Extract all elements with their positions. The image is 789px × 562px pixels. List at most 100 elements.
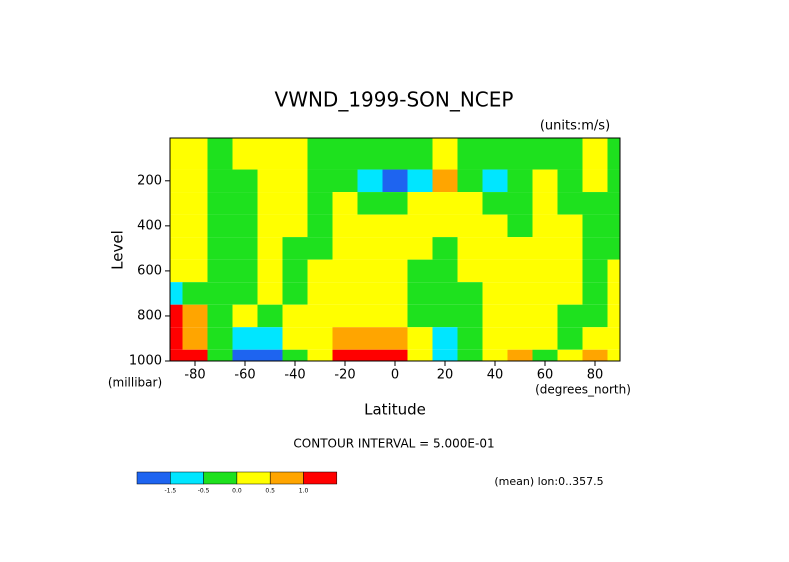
contour-cell [482, 214, 508, 238]
contour-cell [207, 138, 233, 170]
contour-cell [407, 169, 433, 193]
contour-cell [382, 138, 408, 170]
contour-cell [482, 282, 508, 305]
contour-cell [257, 192, 283, 215]
contour-cell [282, 138, 308, 170]
contour-cell [582, 214, 608, 238]
x-axis-label: Latitude [364, 401, 426, 419]
contour-cell [170, 259, 183, 283]
contour-cell [607, 349, 620, 361]
contour-cell [482, 237, 508, 260]
units: (units:m/s) [540, 119, 610, 134]
contour-cell [182, 169, 208, 193]
contour-cell [532, 138, 558, 170]
x-tick-label: -60 [234, 368, 255, 383]
contour-cell [532, 192, 558, 215]
y-tick-label: 800 [137, 308, 162, 323]
colorbar-box [303, 471, 338, 485]
contour-cell [407, 259, 433, 283]
contour-cell [507, 327, 533, 350]
colorbar-box [269, 471, 304, 485]
contour-cell [607, 214, 620, 238]
contour-cell [282, 214, 308, 238]
colorbar-box [170, 471, 204, 485]
contour-cell [232, 192, 258, 215]
contour-cell [307, 349, 333, 361]
contour-interval: CONTOUR INTERVAL = 5.000E-01 [293, 437, 494, 451]
contour-cell [257, 282, 283, 305]
contour-cell [457, 327, 483, 350]
contour-cell [170, 282, 183, 305]
contour-cell [382, 192, 408, 215]
contour-cell [207, 169, 233, 193]
contour-cell [607, 138, 620, 170]
contour-cell [357, 138, 383, 170]
contour-cell [232, 304, 258, 328]
contour-cell [457, 169, 483, 193]
contour-cell [232, 169, 258, 193]
contour-cell [170, 169, 183, 193]
contour-cell [257, 237, 283, 260]
contour-cell [482, 138, 508, 170]
contour-cell [582, 282, 608, 305]
contour-cell [432, 349, 458, 361]
contour-cell [507, 214, 533, 238]
contour-cell [307, 282, 333, 305]
contour-cell [607, 304, 620, 328]
contour-cell [582, 327, 608, 350]
colorbar-box [203, 471, 238, 485]
contour-cell [582, 304, 608, 328]
contour-cell [457, 192, 483, 215]
contour-cell [257, 349, 283, 361]
y-axis-label: Level [109, 230, 127, 270]
x-tick-label: 80 [587, 368, 604, 383]
contour-cell [457, 282, 483, 305]
contour-cell [170, 304, 183, 328]
contour-cell [232, 214, 258, 238]
contour-cell [457, 349, 483, 361]
contour-cell [332, 282, 358, 305]
contour-cell [207, 327, 233, 350]
x-tick-label: 40 [487, 368, 504, 383]
contour-cell [170, 192, 183, 215]
contour-cell [232, 349, 258, 361]
contour-cell [332, 349, 358, 361]
contour-cell [207, 259, 233, 283]
contour-cell [532, 327, 558, 350]
contour-cell [357, 259, 383, 283]
contour-cell [170, 138, 183, 170]
contour-cell [382, 214, 408, 238]
contour-cell [557, 259, 583, 283]
contour-cell [507, 237, 533, 260]
contour-cell [332, 192, 358, 215]
y-tick-label: 1000 [129, 354, 162, 369]
contour-cell [232, 327, 258, 350]
contour-cell [207, 192, 233, 215]
contour-cell [557, 304, 583, 328]
contour-cell [357, 304, 383, 328]
contour-cell [382, 349, 408, 361]
x-tick-label: 60 [537, 368, 554, 383]
contour-cell [207, 214, 233, 238]
contour-cell [457, 214, 483, 238]
contour-cell [532, 214, 558, 238]
contour-cell [357, 349, 383, 361]
contour-cell [182, 327, 208, 350]
contour-cell [607, 259, 620, 283]
contour-cell [382, 282, 408, 305]
contour-cell [257, 214, 283, 238]
x-tick-label: -20 [334, 368, 355, 383]
colorbar-box [236, 471, 271, 485]
contour-cell [432, 259, 458, 283]
contour-cell [382, 237, 408, 260]
contour-cell [357, 327, 383, 350]
contour-cell [407, 282, 433, 305]
contour-cell [432, 237, 458, 260]
contour-cell [232, 259, 258, 283]
contour-cell [332, 259, 358, 283]
colorbar-label: -0.5 [198, 488, 210, 495]
contour-cell [482, 327, 508, 350]
contour-cell [457, 138, 483, 170]
contour-cell [532, 349, 558, 361]
contour-cell [182, 349, 208, 361]
